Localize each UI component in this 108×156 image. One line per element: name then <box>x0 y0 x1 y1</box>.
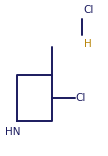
Text: HN: HN <box>5 127 20 137</box>
Text: Cl: Cl <box>75 93 86 103</box>
Text: Cl: Cl <box>84 5 94 15</box>
Text: H: H <box>84 39 92 49</box>
